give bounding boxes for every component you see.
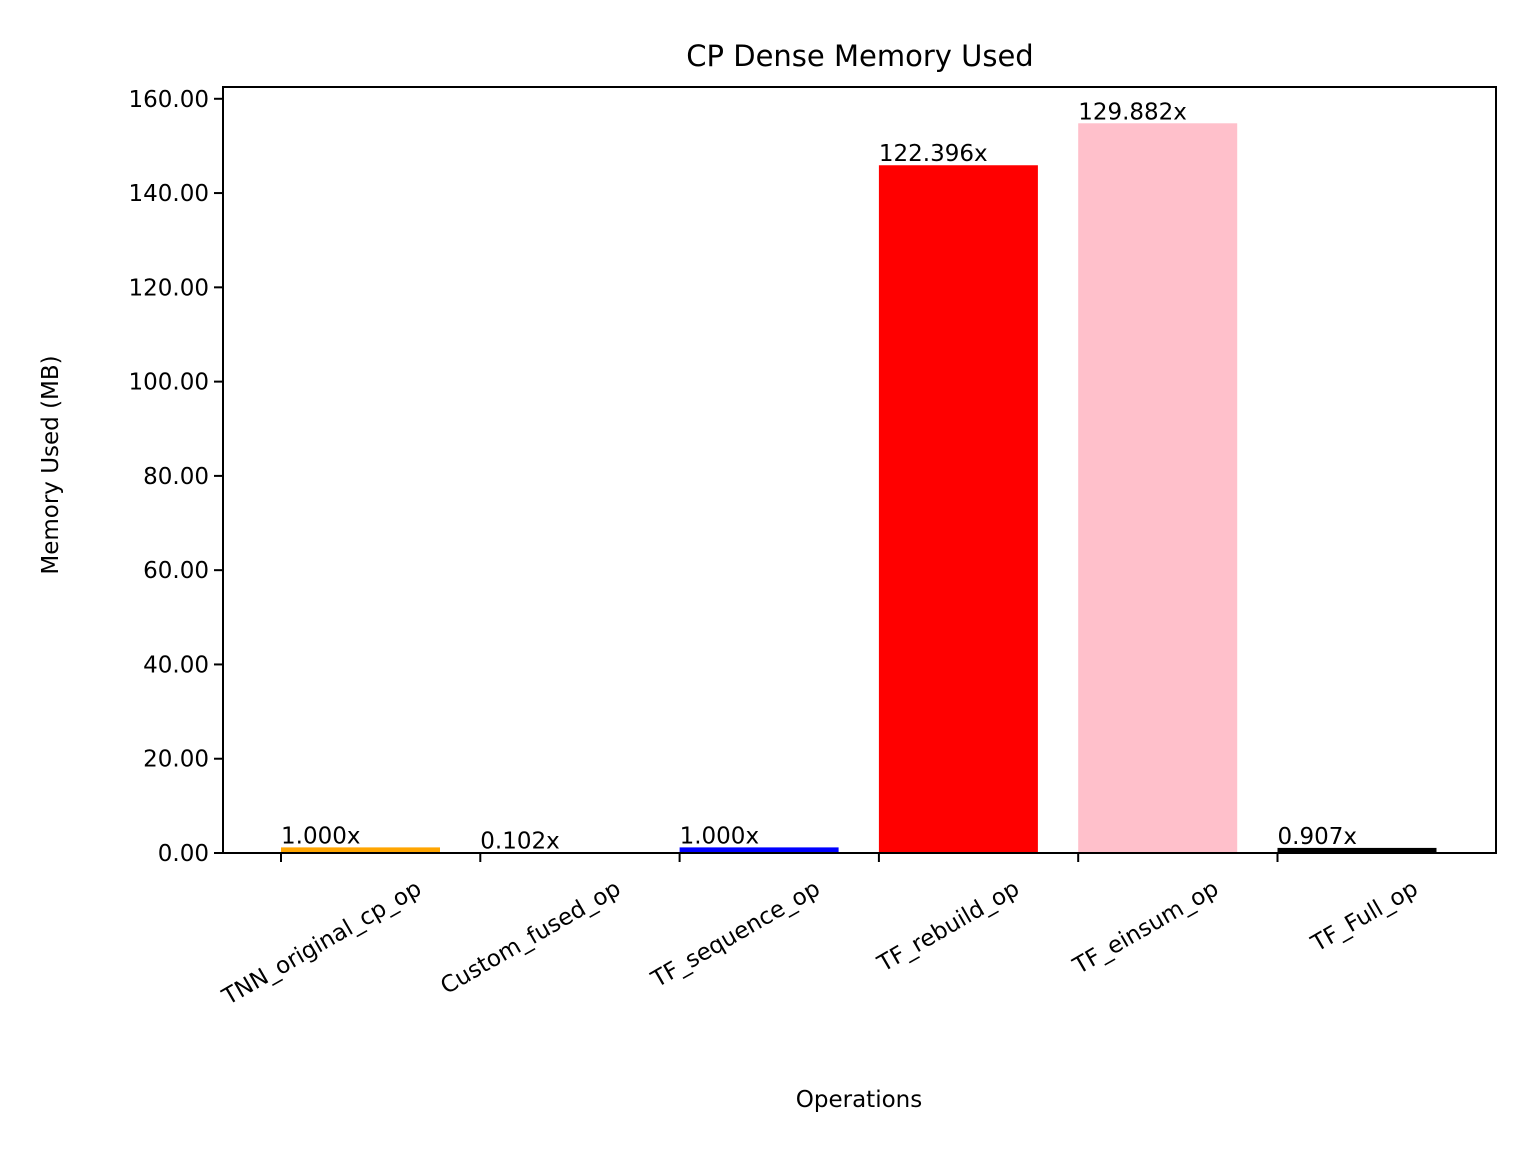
bar-tf-einsum-op — [1078, 123, 1238, 853]
y-tick-label: 60.00 — [143, 558, 209, 584]
x-tick-label: TF_rebuild_op — [873, 876, 1024, 978]
y-tick-label: 0.00 — [158, 841, 209, 867]
y-axis: 0.00 20.00 40.00 60.00 80.00 100.00 120.00 140.… — [129, 87, 223, 867]
bar-value-label: 0.102x — [480, 828, 559, 854]
x-tick-label: TNN_original_cp_op — [217, 876, 426, 1011]
bar-value-label: 122.396x — [879, 141, 988, 167]
y-tick-label: 80.00 — [143, 464, 209, 490]
bar-value-label: 1.000x — [680, 823, 759, 849]
y-tick-label: 140.00 — [129, 181, 209, 207]
bar-value-label: 1.000x — [281, 823, 360, 849]
y-tick-label: 120.00 — [129, 275, 209, 301]
x-tick-label: Custom_fused_op — [436, 876, 625, 1000]
bar-value-label: 0.907x — [1278, 824, 1357, 850]
plot-frame — [222, 86, 1497, 854]
bar-tf-rebuild-op — [878, 165, 1038, 853]
chart-title: CP Dense Memory Used — [686, 39, 1033, 73]
x-tick-label: TF_Full_op — [1306, 876, 1422, 958]
y-tick-label: 40.00 — [143, 652, 209, 678]
y-axis-label: Memory Used (MB) — [38, 355, 64, 574]
bars-group — [281, 123, 1437, 853]
bar-value-label: 129.882x — [1078, 99, 1187, 125]
bar-tnn-original-cp-op — [281, 847, 440, 853]
y-tick-label: 20.00 — [143, 747, 209, 773]
y-tick-label: 160.00 — [129, 87, 209, 113]
x-tick-label: TF_sequence_op — [646, 876, 824, 994]
bar-tf-sequence-op — [679, 847, 839, 853]
x-axis: TNN_original_cp_op Custom_fused_op TF_sequ… — [217, 853, 1423, 1011]
bar-tf-full-op — [1277, 847, 1437, 853]
bar-labels-group: 1.000x 0.102x 1.000x 122.396x 129.882x 0.907x — [281, 99, 1357, 854]
y-tick-label: 100.00 — [129, 370, 209, 396]
x-axis-label: Operations — [796, 1087, 922, 1113]
x-tick-label: TF_einsum_op — [1068, 876, 1223, 981]
